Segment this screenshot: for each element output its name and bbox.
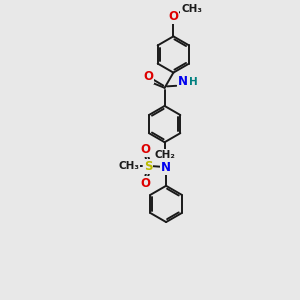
Text: O: O xyxy=(168,10,178,23)
Text: O: O xyxy=(140,177,150,190)
Text: N: N xyxy=(161,161,171,174)
Text: O: O xyxy=(143,70,154,83)
Text: S: S xyxy=(144,160,152,173)
Text: CH₃: CH₃ xyxy=(181,4,202,14)
Text: O: O xyxy=(140,143,150,156)
Text: CH₃: CH₃ xyxy=(118,161,140,171)
Text: N: N xyxy=(178,76,188,88)
Text: H: H xyxy=(189,77,197,87)
Text: CH₂: CH₂ xyxy=(154,149,175,160)
